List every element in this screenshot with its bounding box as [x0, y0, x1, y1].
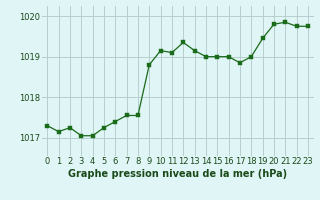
X-axis label: Graphe pression niveau de la mer (hPa): Graphe pression niveau de la mer (hPa)	[68, 169, 287, 179]
